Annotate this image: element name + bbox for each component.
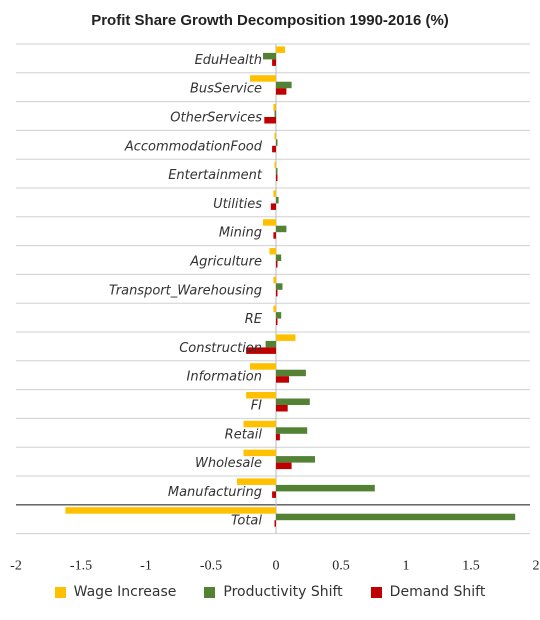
bar-wage-increase <box>250 363 276 370</box>
x-tick-label: -0.5 <box>200 559 222 574</box>
category-label: OtherServices <box>170 111 262 126</box>
bar-wage-increase <box>276 46 286 53</box>
x-tick-label: 1 <box>403 559 410 574</box>
bar-demand-shift <box>276 174 278 182</box>
category-label: FI <box>251 399 262 414</box>
category-label: Construction <box>179 341 262 356</box>
category-label: Information <box>187 370 262 385</box>
legend-label-productivity: Productivity Shift <box>223 584 343 600</box>
x-tick-label: 1.5 <box>462 559 480 574</box>
chart-legend: Wage Increase Productivity Shift Demand … <box>0 584 540 600</box>
category-label: AccommodationFood <box>124 139 263 154</box>
bar-wage-increase <box>274 161 276 169</box>
bar-demand-shift <box>276 318 278 326</box>
bar-demand-shift <box>264 117 276 124</box>
bar-demand-shift <box>276 433 280 441</box>
bar-wage-increase <box>274 132 276 140</box>
bar-wage-increase <box>243 449 276 457</box>
bar-productivity-shift <box>274 110 276 117</box>
legend-item-wage: Wage Increase <box>54 584 177 600</box>
category-label: Utilities <box>213 197 262 212</box>
category-label: Transport_Warehousing <box>109 283 262 298</box>
x-tick-label: -2 <box>10 559 22 574</box>
bar-productivity-shift <box>276 196 279 204</box>
bar-productivity-shift <box>263 52 276 60</box>
legend-item-demand: Demand Shift <box>370 584 486 600</box>
bar-productivity-shift <box>276 283 283 290</box>
bar-demand-shift <box>276 376 289 383</box>
legend-item-productivity: Productivity Shift <box>204 584 343 600</box>
bar-wage-increase <box>243 420 276 428</box>
category-label: Manufacturing <box>168 485 262 500</box>
legend-swatch-wage <box>54 586 66 598</box>
bar-demand-shift <box>272 59 276 66</box>
category-label: Mining <box>219 226 262 241</box>
bar-wage-increase <box>269 248 276 255</box>
legend-label-demand: Demand Shift <box>389 584 486 600</box>
bar-productivity-shift <box>276 484 375 492</box>
chart-plot: EduHealth BusService OtherServices Accommod… <box>10 43 540 574</box>
bar-demand-shift <box>276 405 288 412</box>
category-label: RE <box>245 312 263 327</box>
x-tick-label: 2 <box>533 559 540 574</box>
bar-productivity-shift <box>276 398 310 405</box>
bar-wage-increase <box>65 507 277 514</box>
bar-productivity-shift <box>276 427 308 434</box>
x-tick-label: 0 <box>273 559 280 574</box>
bar-demand-shift <box>276 462 292 470</box>
chart-title: Profit Share Growth Decomposition 1990-2… <box>91 12 449 29</box>
bar-wage-increase <box>273 276 276 284</box>
category-label: Entertainment <box>168 168 263 183</box>
bar-productivity-shift <box>265 340 276 348</box>
bar-wage-increase <box>276 334 296 341</box>
bar-wage-increase <box>250 75 276 82</box>
bar-demand-shift <box>272 145 276 153</box>
bar-productivity-shift <box>276 225 287 233</box>
legend-swatch-demand <box>370 586 382 598</box>
bar-productivity-shift <box>276 81 292 89</box>
category-label: Retail <box>225 427 263 442</box>
bar-demand-shift <box>272 491 276 498</box>
bar-productivity-shift <box>276 456 315 463</box>
bar-wage-increase <box>237 478 276 485</box>
legend-label-wage: Wage Increase <box>73 584 177 600</box>
bar-demand-shift <box>276 261 278 268</box>
bar-productivity-shift <box>276 254 282 261</box>
category-label: Total <box>231 514 262 529</box>
bar-wage-increase <box>246 392 276 399</box>
bar-wage-increase <box>273 305 276 313</box>
bar-demand-shift <box>270 203 276 210</box>
bar-productivity-shift <box>276 312 282 319</box>
category-label: Agriculture <box>189 255 262 270</box>
legend-swatch-productivity <box>204 586 216 598</box>
category-label: EduHealth <box>195 53 262 68</box>
bar-productivity-shift <box>276 369 306 377</box>
bar-wage-increase <box>263 219 276 226</box>
bar-demand-shift <box>273 232 276 239</box>
bar-demand-shift <box>274 520 276 527</box>
bar-productivity-shift <box>276 168 278 175</box>
bar-demand-shift <box>276 88 287 95</box>
x-tick-label: 0.5 <box>332 559 350 574</box>
x-tick-label: -1.5 <box>70 559 92 574</box>
x-tick-label: -1 <box>140 559 152 574</box>
category-label: BusService <box>190 82 262 97</box>
bar-wage-increase <box>273 104 276 111</box>
bar-productivity-shift <box>276 513 516 521</box>
bar-wage-increase <box>273 190 276 197</box>
bar-demand-shift <box>246 347 276 354</box>
bar-productivity-shift <box>276 139 278 146</box>
bar-demand-shift <box>276 289 278 297</box>
category-label: Wholesale <box>195 456 262 471</box>
